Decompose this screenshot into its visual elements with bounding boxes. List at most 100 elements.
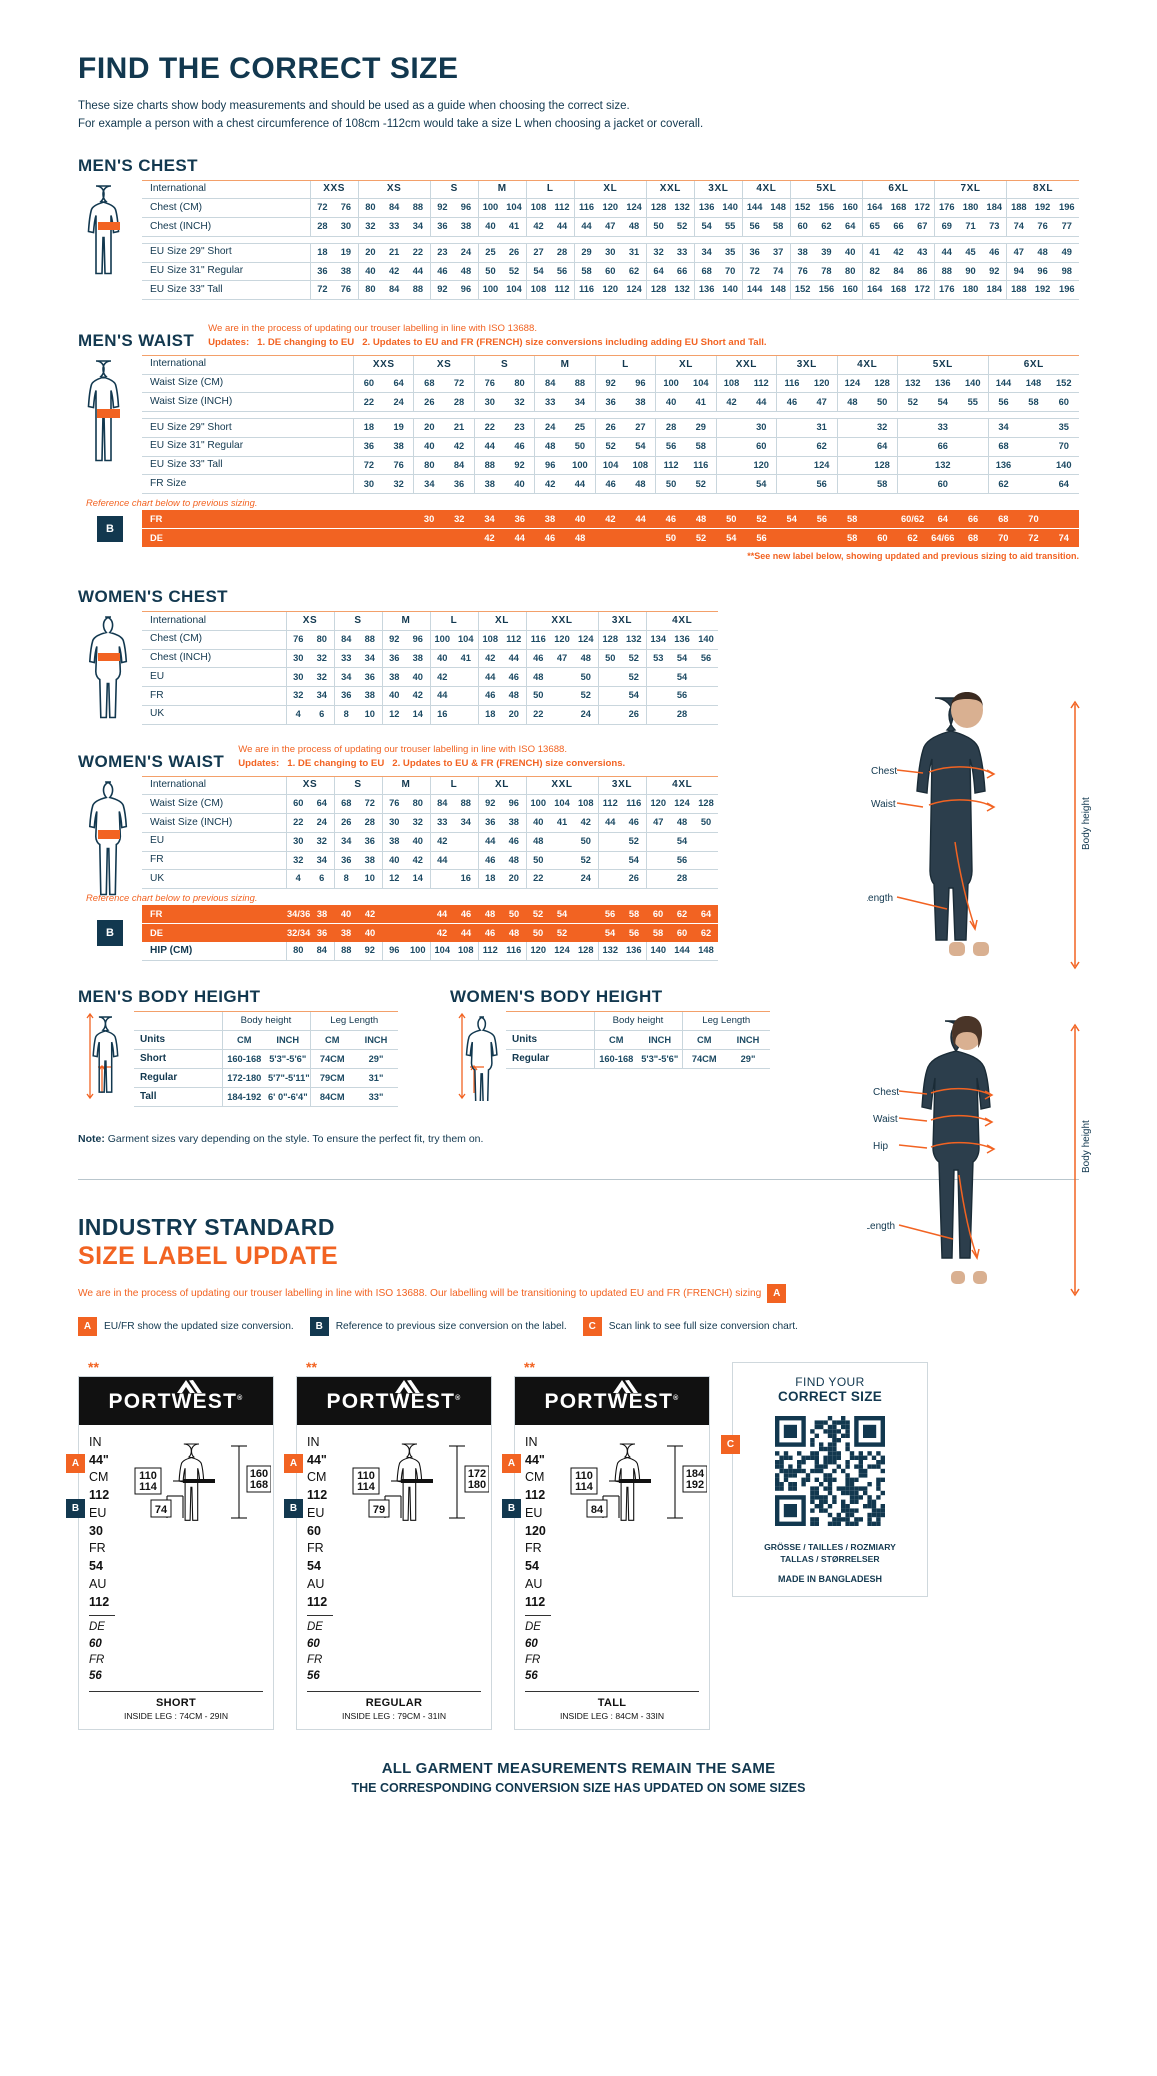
table-cell — [694, 705, 718, 725]
table-cell: 39 — [814, 243, 839, 263]
table-cell: 42 — [574, 813, 598, 833]
size-group-header: 3XL — [597, 611, 646, 631]
garment-note: Note: Garment sizes vary depending on th… — [78, 1133, 1079, 1145]
table-cell: 29" — [354, 1049, 398, 1069]
table-cell: 48 — [836, 392, 868, 413]
table-cell: 52 — [685, 528, 717, 548]
table-cell: 112 — [502, 630, 526, 650]
table-row: Waist Size (INCH) 22 24 26 28 30 32 33 34 36 38 40 4… — [142, 813, 718, 833]
row-label: EU — [142, 832, 286, 852]
table-cell: 38 — [454, 217, 479, 237]
table-cell: 33 — [382, 217, 407, 237]
table-cell: 40 — [357, 262, 383, 282]
table-cell: 116 — [573, 198, 599, 219]
table-cell: 80 — [413, 456, 445, 476]
spec-value: 112 — [525, 1594, 546, 1609]
label-side-tags: A B — [502, 1453, 521, 1544]
table-cell: 70 — [988, 528, 1019, 548]
table-cell — [597, 832, 622, 852]
table-cell: 148 — [1018, 374, 1049, 394]
table-cell: 108 — [477, 630, 502, 650]
model-figures: Chest Waist Leg Length Body height — [843, 690, 1097, 1336]
table-cell: 116 — [573, 280, 599, 301]
table-cell: 30 — [598, 243, 623, 263]
table-cell — [836, 474, 868, 495]
table-cell: 32 — [867, 418, 898, 438]
table-cell: 92 — [504, 456, 535, 476]
row-label: EU Size 29" Short — [142, 418, 354, 438]
table-cell: 80 — [357, 280, 383, 301]
table-cell: 132 — [896, 374, 928, 394]
size-group-header: L — [525, 179, 575, 200]
label-spec-list: IN 44" CM 112 EU 60 FR 54 AU 112 DE 60 FR 56 — [307, 1434, 333, 1685]
fig-label-body-height: Body height — [1081, 797, 1092, 850]
table-cell: 47 — [550, 649, 574, 669]
table-cell: 56 — [746, 528, 777, 548]
qr-card[interactable]: FIND YOUR CORRECT SIZE GRÖSSE / TAILLES … — [721, 1361, 928, 1597]
table-cell: 66 — [886, 217, 911, 237]
table-cell: 28 — [358, 813, 382, 833]
row-label: EU Size 33" Tall — [142, 280, 311, 301]
table-cell: 24 — [310, 813, 334, 833]
spec-row: IN 44" — [307, 1434, 333, 1470]
womens-body-height-block: WOMEN'S BODY HEIGHT — [450, 987, 770, 1107]
unit-cell: INCH — [638, 1030, 682, 1050]
table-cell: 42 — [715, 392, 747, 413]
table-cell: 100 — [525, 794, 550, 814]
table-cell: 58 — [837, 510, 868, 530]
main-content: FIND THE CORRECT SIZE These size charts … — [78, 52, 1079, 1180]
unit-cell: CM — [681, 1030, 726, 1050]
update-2: 2. Updates to EU and FR (FRENCH) size co… — [362, 337, 767, 349]
spec-row: IN 44" — [525, 1434, 551, 1470]
intro-text: These size charts show body measurements… — [78, 98, 1079, 134]
table-cell: 41 — [685, 392, 717, 413]
table-cell: 34 — [693, 243, 719, 263]
label-box: PORTWEST® IN 44" CM 112 EU 120 FR 54 AU 112 DE 60… — [514, 1375, 710, 1730]
table-cell: 72 — [309, 280, 335, 301]
mens-waist-head: MEN'S WAIST We are in the process of upd… — [78, 322, 1079, 351]
size-group-header: 4XL — [645, 775, 718, 796]
table-cell: 92 — [358, 942, 382, 961]
qr-line-2: CORRECT SIZE — [777, 1388, 883, 1404]
table-cell: 192 — [1030, 280, 1055, 301]
table-cell: 43 — [910, 243, 935, 263]
table-row: FR 32 34 36 38 40 42 44 46 48 50 52 54 56 — [142, 686, 718, 706]
table-header-row: International XXS XS S M L XL XXL 3XL 4XL 5XL 6XL — [142, 354, 1079, 375]
table-cell: 64 — [838, 217, 863, 237]
male-model-figure: Chest Waist Leg Length Body height — [843, 690, 1097, 995]
table-cell: 44 — [430, 905, 454, 924]
qr-code[interactable] — [743, 1415, 917, 1531]
row-label: Units — [134, 1030, 222, 1050]
table-cell: 136 — [693, 198, 719, 219]
tag-a-label: A — [66, 1453, 85, 1473]
table-cell: 26 — [413, 392, 445, 413]
svg-text:84: 84 — [591, 1504, 604, 1516]
table-cell: 46 — [655, 510, 686, 530]
table-cell: 46 — [502, 667, 526, 688]
table-cell: 52 — [550, 923, 574, 942]
table-cell: 148 — [766, 198, 791, 219]
table-cell: 48 — [625, 474, 656, 495]
table-cell: 42 — [406, 851, 430, 871]
updates-label: Updates: — [208, 337, 250, 349]
section-divider — [78, 1178, 1079, 1180]
table-cell — [550, 851, 574, 871]
table-cell: 76 — [381, 794, 406, 814]
mens-waist-ref-note: Reference chart below to previous sizing… — [86, 497, 258, 509]
table-cell: 69 — [934, 217, 959, 237]
womens-bh-body: Body height Leg Length Units CM INCH CM INCH Re… — [506, 1010, 770, 1069]
table-cell — [597, 667, 622, 688]
womens-waist-b-badge-col: B — [78, 905, 142, 961]
spec-row: FR 54 — [307, 1540, 333, 1576]
table-cell: 41 — [502, 217, 527, 237]
table-cell: 84 — [382, 198, 407, 219]
womens-chest-block: WOMEN'S CHEST International XS S M L XL XXL 3XL… — [78, 587, 718, 725]
table-cell: 116 — [502, 942, 526, 961]
table-cell: 56 — [694, 649, 718, 669]
table-cell: 44 — [550, 217, 575, 237]
table-cell: 32 — [285, 851, 310, 871]
table-cell: 124 — [622, 198, 647, 219]
registered-icon: ® — [237, 1394, 244, 1402]
svg-text:114: 114 — [575, 1481, 594, 1493]
table-cell — [574, 905, 598, 924]
